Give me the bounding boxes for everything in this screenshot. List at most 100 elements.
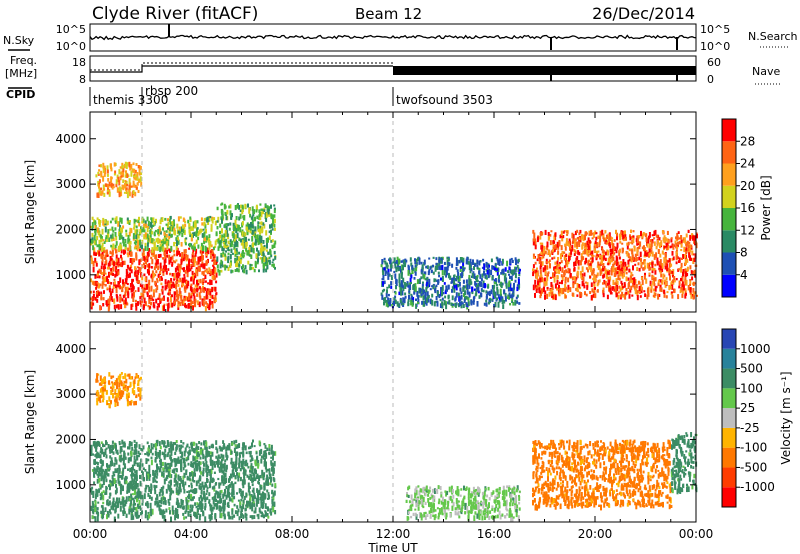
heatmap-cell bbox=[204, 516, 207, 523]
heatmap-cell bbox=[190, 498, 193, 502]
heatmap-cell bbox=[134, 191, 137, 197]
heatmap-cell bbox=[691, 250, 694, 256]
heatmap-cell bbox=[190, 237, 193, 242]
heatmap-cell bbox=[450, 281, 453, 284]
heatmap-cell bbox=[185, 253, 188, 258]
heatmap-cell bbox=[153, 289, 155, 292]
heatmap-cell bbox=[185, 516, 188, 519]
heatmap-cell bbox=[407, 270, 410, 276]
heatmap-cell bbox=[269, 508, 272, 513]
heatmap-cell bbox=[393, 257, 396, 262]
heatmap-cell bbox=[115, 450, 118, 454]
heatmap-cell bbox=[94, 507, 97, 513]
heatmap-cell bbox=[546, 241, 549, 245]
heatmap-cell bbox=[641, 246, 644, 250]
heatmap-cell bbox=[98, 188, 101, 194]
heatmap-cell bbox=[186, 269, 189, 273]
heatmap-cell bbox=[573, 238, 576, 244]
heatmap-cell bbox=[272, 494, 275, 501]
heatmap-cell bbox=[261, 229, 264, 234]
heatmap-cell bbox=[109, 272, 112, 276]
heatmap-cell bbox=[149, 234, 152, 237]
heatmap-cell bbox=[225, 446, 228, 452]
heatmap-cell bbox=[257, 257, 259, 263]
heatmap-cell bbox=[235, 227, 238, 234]
heatmap-cell bbox=[187, 505, 190, 510]
heatmap-cell bbox=[208, 288, 211, 292]
heatmap-cell bbox=[689, 287, 692, 293]
heatmap-cell bbox=[160, 282, 163, 286]
heatmap-cell bbox=[610, 270, 613, 276]
heatmap-cell bbox=[249, 230, 252, 234]
heatmap-cell bbox=[613, 273, 616, 277]
heatmap-cell bbox=[182, 283, 185, 287]
heatmap-cell bbox=[634, 253, 637, 258]
heatmap-cell bbox=[159, 253, 162, 258]
heatmap-cell bbox=[101, 271, 104, 276]
heatmap-cell bbox=[680, 235, 683, 240]
heatmap-cell bbox=[204, 506, 207, 511]
heatmap-cell bbox=[112, 183, 115, 187]
freq-left-tick-high: 18 bbox=[72, 56, 86, 69]
heatmap-cell bbox=[678, 257, 681, 263]
heatmap-cell bbox=[102, 297, 105, 301]
heatmap-cell bbox=[94, 221, 97, 225]
heatmap-cell bbox=[273, 214, 276, 218]
heatmap-cell bbox=[197, 261, 200, 265]
heatmap-cell bbox=[205, 485, 208, 488]
heatmap-cell bbox=[161, 514, 164, 518]
heatmap-cell bbox=[164, 279, 167, 285]
heatmap-cell bbox=[96, 478, 99, 484]
heatmap-cell bbox=[544, 294, 546, 300]
heatmap-cell bbox=[607, 276, 610, 283]
heatmap-cell bbox=[545, 261, 548, 264]
heatmap-cell bbox=[482, 258, 485, 262]
heatmap-cell bbox=[118, 191, 121, 198]
heatmap-cell bbox=[566, 260, 569, 263]
heatmap-cell bbox=[102, 513, 104, 518]
heatmap-cell bbox=[247, 249, 250, 256]
heatmap-cell bbox=[205, 447, 208, 453]
heatmap-cell bbox=[244, 236, 247, 243]
heatmap-cell bbox=[211, 249, 214, 254]
heatmap-cell bbox=[466, 261, 469, 265]
heatmap-cell bbox=[273, 204, 276, 207]
heatmap-cell bbox=[536, 284, 539, 288]
heatmap-cell bbox=[247, 500, 250, 507]
heatmap-cell bbox=[116, 221, 119, 224]
heatmap-cell bbox=[239, 489, 242, 493]
heatmap-cell bbox=[516, 300, 519, 304]
heatmap-cell bbox=[510, 270, 513, 275]
heatmap-cell bbox=[148, 445, 150, 450]
heatmap-cell bbox=[658, 269, 661, 272]
heatmap-cell bbox=[271, 261, 274, 264]
heatmap-cell bbox=[108, 500, 111, 506]
heatmap-cell bbox=[252, 439, 254, 443]
heatmap-cell bbox=[558, 287, 561, 294]
heatmap-cell bbox=[619, 294, 622, 298]
heatmap-cell bbox=[555, 264, 558, 271]
heatmap-cell bbox=[217, 216, 220, 223]
heatmap-cell bbox=[110, 167, 113, 172]
heatmap-cell bbox=[165, 488, 168, 494]
heatmap-cell bbox=[228, 514, 231, 520]
heatmap-cell bbox=[122, 445, 125, 448]
heatmap-cell bbox=[381, 294, 384, 300]
heatmap-cell bbox=[253, 268, 256, 273]
heatmap-cell bbox=[202, 454, 205, 459]
heatmap-cell bbox=[184, 510, 187, 514]
heatmap-cell bbox=[260, 221, 263, 226]
heatmap-cell bbox=[411, 302, 414, 307]
heatmap-cell bbox=[490, 258, 493, 263]
heatmap-cell bbox=[628, 258, 631, 262]
heatmap-cell bbox=[436, 262, 439, 268]
heatmap-cell bbox=[265, 217, 268, 222]
heatmap-cell bbox=[562, 289, 565, 294]
heatmap-cell bbox=[130, 508, 133, 512]
heatmap-cell bbox=[382, 281, 384, 286]
heatmap-cell bbox=[271, 499, 274, 505]
heatmap-cell bbox=[646, 262, 649, 269]
heatmap-cell bbox=[106, 463, 108, 468]
heatmap-cell bbox=[206, 489, 209, 493]
heatmap-cell bbox=[507, 296, 509, 299]
